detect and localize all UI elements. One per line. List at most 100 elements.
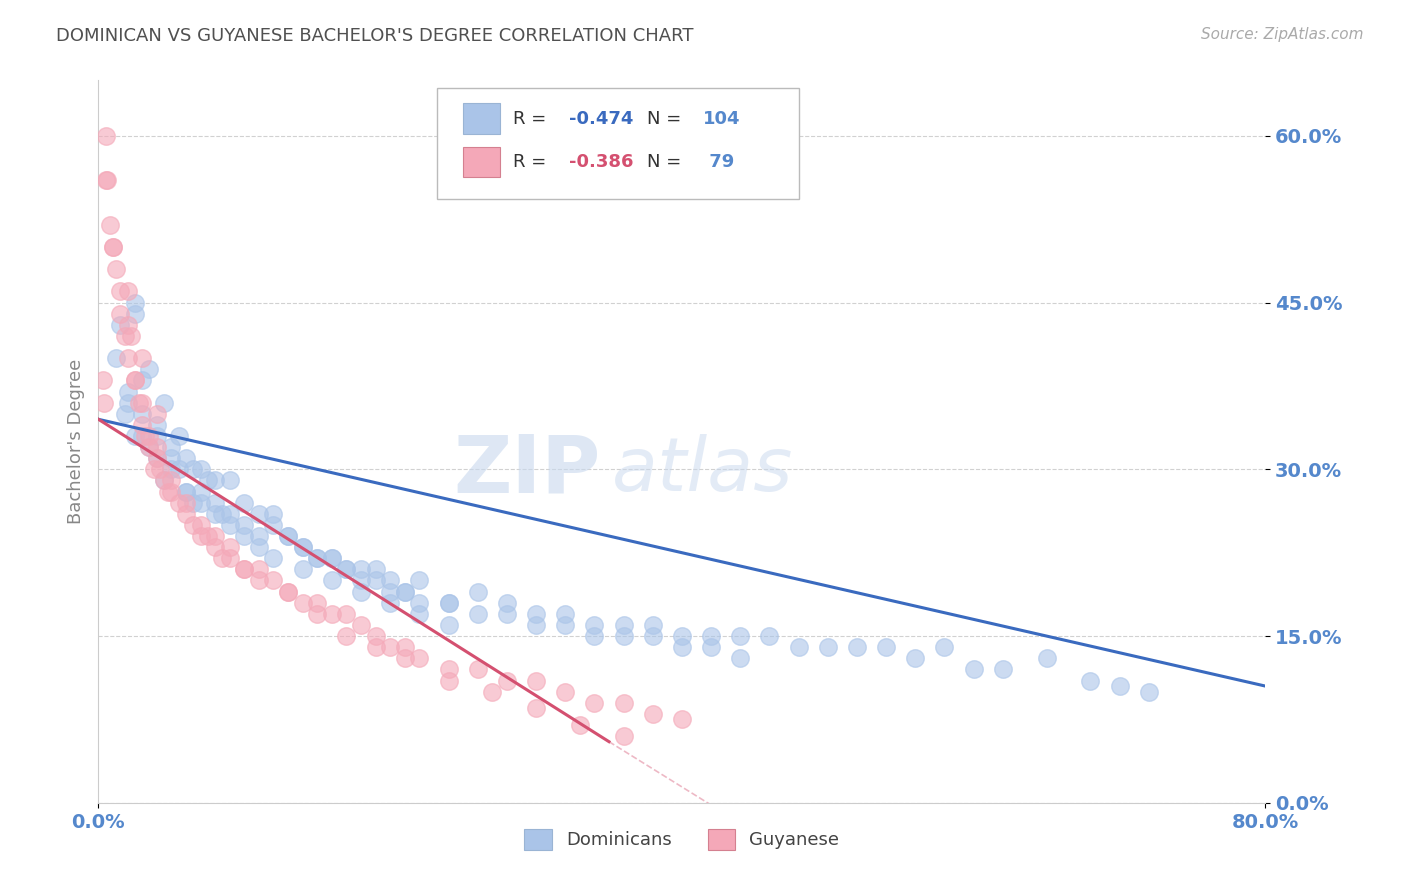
Point <box>321 607 343 621</box>
Point <box>408 651 430 665</box>
Text: N =: N = <box>647 110 688 128</box>
Point <box>496 607 519 621</box>
Point <box>101 240 124 254</box>
Point <box>218 507 240 521</box>
Point <box>117 384 139 399</box>
Point <box>167 429 190 443</box>
Point <box>641 629 664 643</box>
Point <box>568 718 591 732</box>
Point <box>730 651 752 665</box>
Point <box>233 562 256 576</box>
Point <box>481 684 503 698</box>
Point <box>218 474 240 488</box>
Point <box>671 629 693 643</box>
Point <box>335 607 357 621</box>
Point <box>174 507 197 521</box>
Point <box>335 562 357 576</box>
Point <box>134 429 156 443</box>
Point <box>157 484 180 499</box>
Point <box>846 640 869 655</box>
Point <box>117 395 139 409</box>
Point <box>247 562 270 576</box>
Point <box>146 440 169 454</box>
Point <box>131 351 153 366</box>
Point <box>364 640 387 655</box>
Point <box>583 618 606 632</box>
Point <box>364 629 387 643</box>
Point <box>291 562 314 576</box>
Point <box>277 584 299 599</box>
Point <box>700 629 723 643</box>
Point <box>98 218 121 232</box>
Point <box>277 529 299 543</box>
Point <box>117 285 139 299</box>
Point <box>321 574 343 588</box>
Point <box>496 673 519 688</box>
Point <box>247 529 270 543</box>
Point <box>321 551 343 566</box>
Point <box>263 551 285 566</box>
Point <box>124 307 146 321</box>
Point <box>350 584 373 599</box>
Point <box>149 462 172 476</box>
Point <box>153 474 176 488</box>
Legend: Dominicans, Guyanese: Dominicans, Guyanese <box>516 820 848 859</box>
Text: 79: 79 <box>703 153 734 171</box>
Point <box>263 507 285 521</box>
Point <box>307 596 329 610</box>
Point <box>204 507 226 521</box>
Point <box>380 596 402 610</box>
Point <box>160 484 183 499</box>
Point <box>204 529 226 543</box>
Point <box>160 451 183 466</box>
Point <box>181 496 204 510</box>
FancyBboxPatch shape <box>463 147 501 178</box>
Point <box>218 540 240 554</box>
Point <box>138 429 160 443</box>
Point <box>1035 651 1057 665</box>
FancyBboxPatch shape <box>463 103 501 134</box>
Point <box>120 329 142 343</box>
Point <box>991 662 1014 676</box>
Text: DOMINICAN VS GUYANESE BACHELOR'S DEGREE CORRELATION CHART: DOMINICAN VS GUYANESE BACHELOR'S DEGREE … <box>56 27 693 45</box>
Point <box>875 640 897 655</box>
Point <box>291 540 314 554</box>
Point <box>124 295 146 310</box>
Point <box>394 640 416 655</box>
FancyBboxPatch shape <box>437 87 799 200</box>
Text: atlas: atlas <box>612 434 793 507</box>
Text: R =: R = <box>513 153 551 171</box>
Point <box>204 474 226 488</box>
Point <box>613 629 636 643</box>
Point <box>613 618 636 632</box>
Point <box>190 484 212 499</box>
Point <box>700 640 723 655</box>
Point <box>233 517 256 532</box>
Point <box>131 417 153 432</box>
Point <box>758 629 780 643</box>
Point <box>247 540 270 554</box>
Point <box>524 618 547 632</box>
Y-axis label: Bachelor's Degree: Bachelor's Degree <box>66 359 84 524</box>
Point <box>146 451 169 466</box>
Point <box>1080 673 1102 688</box>
Point <box>190 496 212 510</box>
Point <box>350 618 373 632</box>
Point <box>190 517 212 532</box>
Point <box>583 629 606 643</box>
Point <box>641 618 664 632</box>
Point <box>153 395 176 409</box>
Point <box>291 540 314 554</box>
Point <box>160 474 183 488</box>
Point <box>110 285 132 299</box>
Point <box>104 262 127 277</box>
Point <box>787 640 810 655</box>
Point <box>146 417 169 432</box>
Point <box>114 329 136 343</box>
Point <box>174 451 197 466</box>
Text: ZIP: ZIP <box>453 432 600 509</box>
Point <box>408 607 430 621</box>
Point <box>641 706 664 721</box>
Point <box>335 562 357 576</box>
Point <box>146 451 169 466</box>
